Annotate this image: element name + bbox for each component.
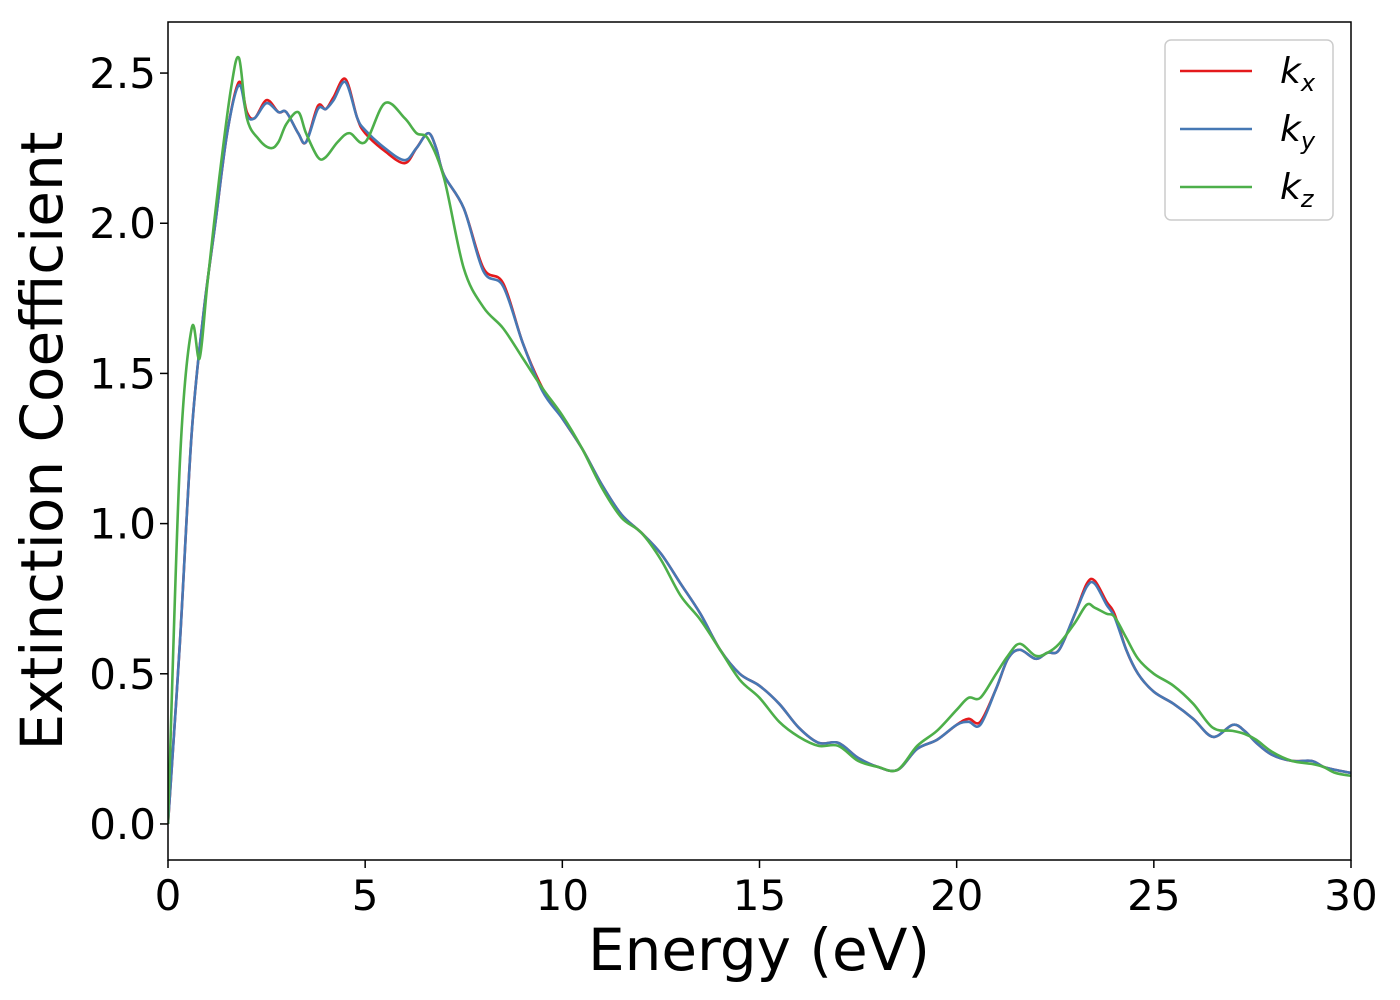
legend-label-kx: kx (1280, 51, 1316, 97)
legend-label-ky: ky (1280, 109, 1316, 155)
y-tick-label: 0.5 (89, 650, 156, 699)
series-line-kz (168, 55, 1351, 825)
y-tick-label: 2.5 (89, 49, 156, 98)
x-axis: 0 5 10 15 20 25 30 (155, 860, 1378, 920)
x-tick-label: 25 (1127, 871, 1180, 920)
y-axis-title: Extinction Coefficient (8, 132, 76, 751)
y-tick-label: 2.0 (89, 199, 156, 248)
x-tick-label: 5 (352, 871, 379, 920)
x-tick-label: 20 (930, 871, 983, 920)
y-tick-label: 1.5 (89, 349, 156, 398)
x-tick-label: 10 (536, 871, 589, 920)
y-axis: 0.0 0.5 1.0 1.5 2.0 2.5 (89, 49, 168, 849)
x-tick-label: 30 (1324, 871, 1377, 920)
series-layer (168, 55, 1351, 825)
legend-label-kz: kz (1280, 167, 1315, 213)
x-tick-label: 15 (733, 871, 786, 920)
legend: kx ky kz (1164, 39, 1334, 221)
x-axis-title: Energy (eV) (588, 916, 930, 984)
x-tick-label: 0 (155, 871, 182, 920)
y-tick-label: 0.0 (89, 800, 156, 849)
series-line-ky (168, 80, 1351, 825)
plot-background (168, 22, 1351, 860)
y-tick-label: 1.0 (89, 500, 156, 549)
